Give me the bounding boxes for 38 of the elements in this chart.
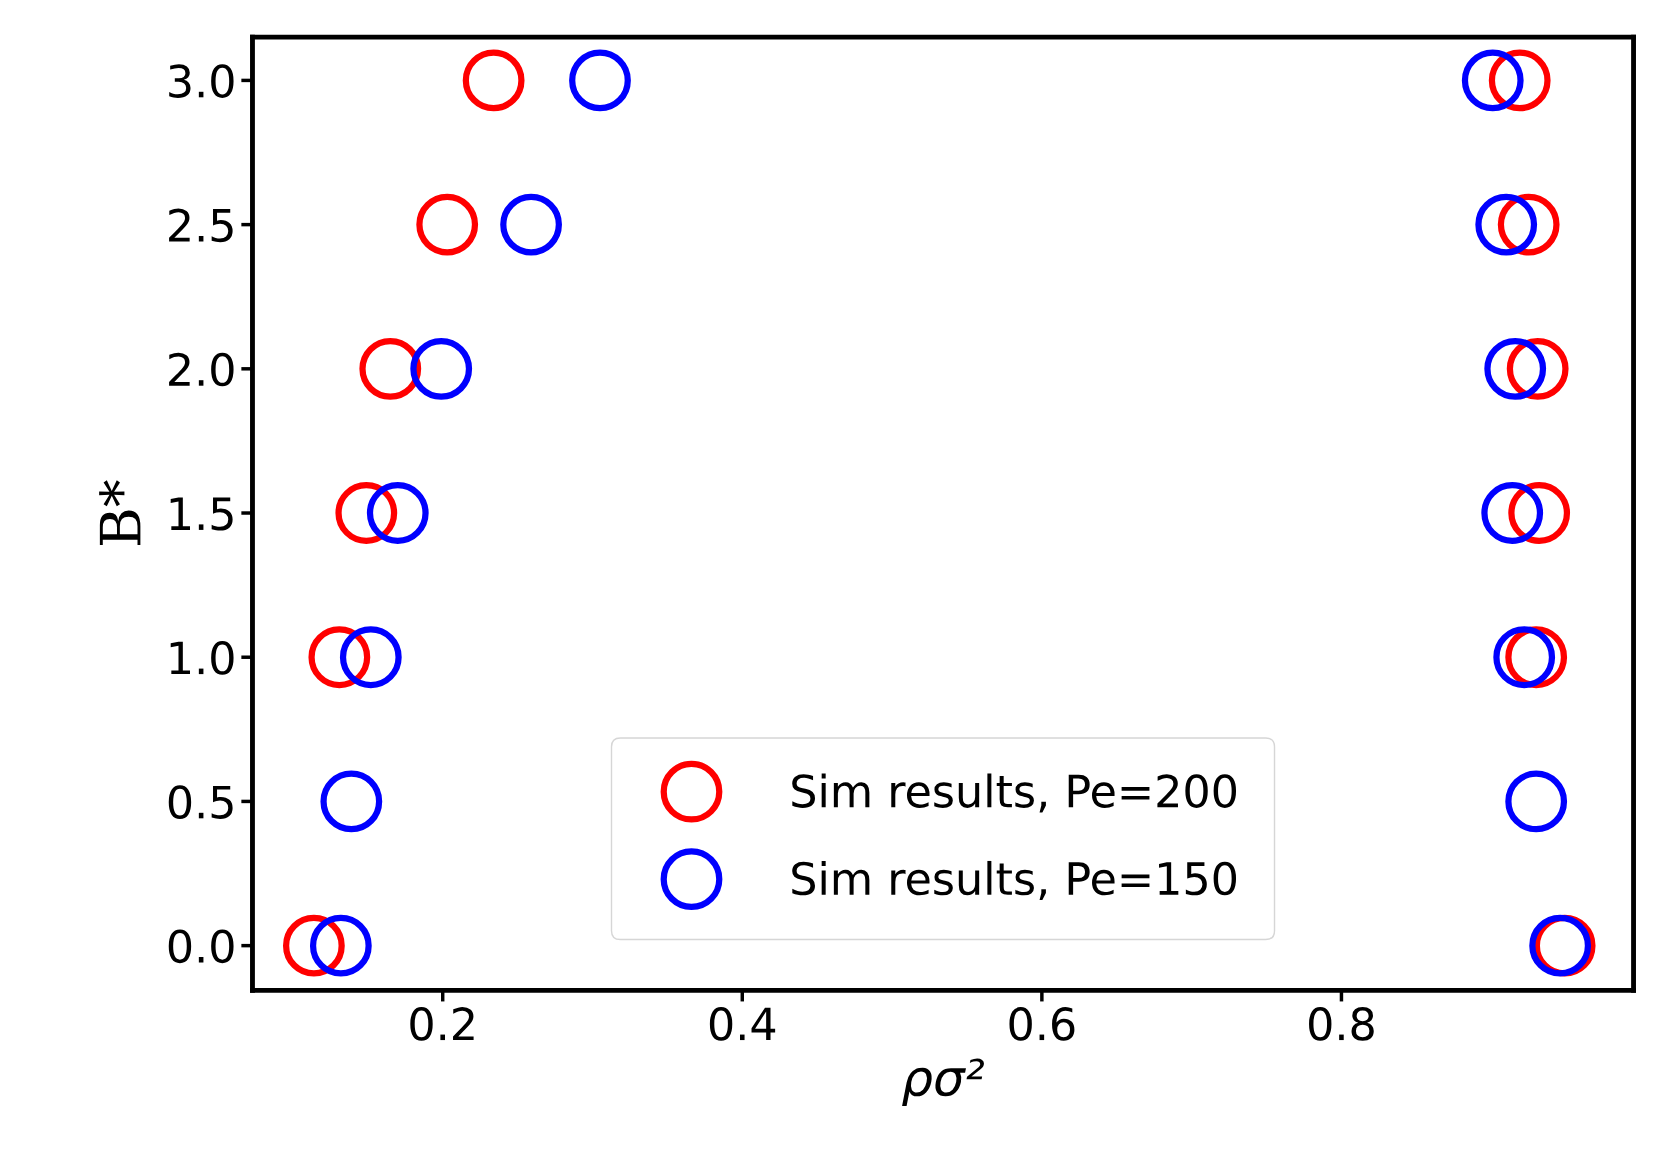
y-tick-label: 3.0 <box>169 64 234 98</box>
x-tick-label: 0.4 <box>709 1007 776 1041</box>
point <box>366 482 429 544</box>
y-tick-label: 2.5 <box>169 208 233 243</box>
point <box>416 193 479 256</box>
point <box>1461 49 1524 112</box>
point <box>1506 337 1569 400</box>
point <box>1484 337 1547 400</box>
point <box>1488 49 1551 112</box>
x-tick-label: 0.8 <box>1309 1007 1374 1041</box>
point <box>308 626 371 689</box>
x-tick-label: 0.6 <box>1009 1007 1075 1041</box>
point <box>410 337 473 400</box>
point <box>339 626 402 689</box>
point <box>320 770 383 833</box>
y-tick-label: 0.5 <box>168 785 233 819</box>
legend-label: Sim results, Pe=150 <box>792 860 1237 900</box>
x-tick-label: 0.2 <box>410 1007 474 1041</box>
x-axis-title: ρσ² <box>902 1058 984 1107</box>
point <box>1508 482 1571 544</box>
point <box>569 49 631 112</box>
y-tick-label: 1.0 <box>170 641 234 675</box>
point <box>462 49 525 112</box>
point <box>1481 482 1544 544</box>
point <box>1505 770 1568 833</box>
y-tick-label: 0.0 <box>168 929 234 964</box>
point <box>282 914 345 977</box>
point <box>1497 193 1560 256</box>
y-tick-label: 1.5 <box>170 497 233 531</box>
point <box>359 337 422 400</box>
point <box>309 914 372 977</box>
point <box>500 193 562 256</box>
point <box>1475 193 1538 256</box>
point <box>335 482 398 544</box>
y-axis-title: B* <box>99 480 141 545</box>
y-tick-label: 2.0 <box>169 352 234 387</box>
legend-label: Sim results, Pe=200 <box>792 773 1237 813</box>
point <box>1493 626 1556 689</box>
